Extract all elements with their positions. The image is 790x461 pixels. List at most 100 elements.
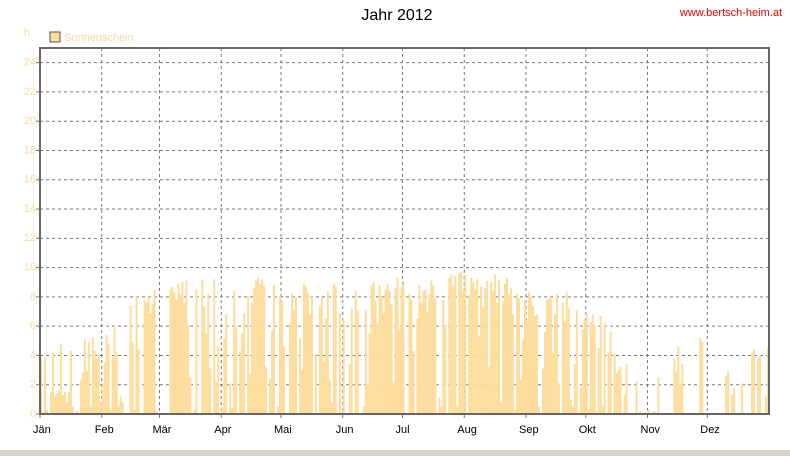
bar bbox=[382, 312, 385, 414]
bar bbox=[583, 318, 586, 414]
bar bbox=[462, 291, 465, 414]
bar bbox=[567, 308, 570, 414]
bar bbox=[504, 283, 507, 414]
x-tick-label: Mai bbox=[274, 424, 292, 436]
bar bbox=[113, 326, 116, 414]
bar bbox=[386, 283, 389, 414]
bar bbox=[121, 402, 124, 414]
bar bbox=[394, 288, 397, 414]
bar bbox=[551, 352, 554, 414]
bar bbox=[402, 280, 405, 414]
bar bbox=[597, 348, 600, 414]
bar bbox=[87, 342, 90, 414]
bar bbox=[472, 282, 475, 414]
bar bbox=[43, 356, 46, 414]
bar bbox=[529, 296, 532, 414]
bar bbox=[105, 334, 108, 414]
bar bbox=[751, 352, 754, 414]
bar bbox=[55, 393, 58, 414]
bar bbox=[498, 279, 501, 414]
bar bbox=[699, 337, 702, 414]
bar bbox=[257, 277, 260, 414]
legend-label: Sonnenschein bbox=[64, 32, 134, 44]
bar bbox=[193, 409, 196, 414]
bar bbox=[613, 353, 616, 414]
bar bbox=[368, 333, 371, 414]
bar bbox=[205, 333, 208, 414]
bar bbox=[195, 289, 198, 414]
bar bbox=[370, 285, 373, 414]
bar bbox=[741, 383, 744, 414]
bar bbox=[207, 293, 210, 414]
bar bbox=[233, 291, 236, 414]
bar bbox=[366, 384, 369, 414]
bar bbox=[169, 289, 172, 414]
bar bbox=[350, 308, 353, 414]
bar bbox=[512, 314, 515, 414]
bar bbox=[416, 318, 419, 414]
bar bbox=[63, 392, 66, 414]
bar bbox=[147, 296, 150, 414]
bar bbox=[225, 314, 228, 414]
bar bbox=[510, 288, 513, 414]
bar bbox=[482, 307, 485, 414]
bar bbox=[95, 358, 98, 414]
y-axis-label: h bbox=[24, 27, 30, 39]
bar bbox=[137, 349, 140, 414]
bar bbox=[243, 312, 246, 414]
bar bbox=[71, 406, 74, 414]
bar bbox=[117, 406, 120, 414]
bar bbox=[338, 312, 341, 414]
bar bbox=[235, 326, 238, 414]
bar bbox=[444, 324, 447, 414]
y-tick-label: 22 bbox=[24, 86, 36, 98]
bar bbox=[310, 295, 313, 414]
bar bbox=[448, 277, 451, 414]
bar bbox=[185, 280, 188, 414]
bar bbox=[177, 283, 180, 414]
bar bbox=[91, 337, 94, 414]
source-link[interactable]: www.bertsch-heim.at bbox=[679, 7, 782, 19]
bar bbox=[221, 406, 224, 414]
bar bbox=[314, 353, 317, 414]
bar bbox=[731, 394, 734, 414]
bar bbox=[99, 402, 102, 414]
bar bbox=[306, 292, 309, 414]
x-tick-label: Aug bbox=[457, 424, 477, 436]
bar bbox=[153, 289, 156, 414]
bar bbox=[330, 402, 333, 414]
bar bbox=[65, 402, 68, 414]
bar bbox=[757, 358, 760, 414]
bar bbox=[85, 371, 88, 414]
bar bbox=[290, 293, 293, 414]
bar bbox=[639, 411, 642, 414]
bar bbox=[97, 353, 100, 414]
bar bbox=[378, 285, 381, 414]
bar bbox=[615, 373, 618, 414]
bar bbox=[215, 381, 218, 414]
legend-swatch bbox=[49, 31, 61, 43]
bar bbox=[151, 304, 154, 414]
bar bbox=[440, 406, 443, 414]
chart-title: Jahr 2012 bbox=[361, 7, 432, 24]
bar bbox=[93, 351, 96, 414]
bar bbox=[308, 314, 311, 414]
bar bbox=[506, 277, 509, 414]
bar bbox=[107, 343, 110, 414]
bar bbox=[593, 324, 596, 414]
y-tick-label: 12 bbox=[24, 232, 36, 244]
bar bbox=[179, 293, 182, 414]
bar bbox=[133, 409, 136, 414]
bar bbox=[247, 295, 250, 414]
bar bbox=[392, 383, 395, 414]
bar bbox=[496, 302, 499, 414]
bar bbox=[253, 288, 256, 414]
bar bbox=[155, 411, 158, 414]
bar bbox=[89, 406, 92, 414]
bar bbox=[549, 296, 552, 414]
x-tick-label: Mär bbox=[153, 424, 172, 436]
bar bbox=[537, 406, 540, 414]
bar bbox=[181, 282, 184, 414]
bar bbox=[279, 295, 282, 414]
